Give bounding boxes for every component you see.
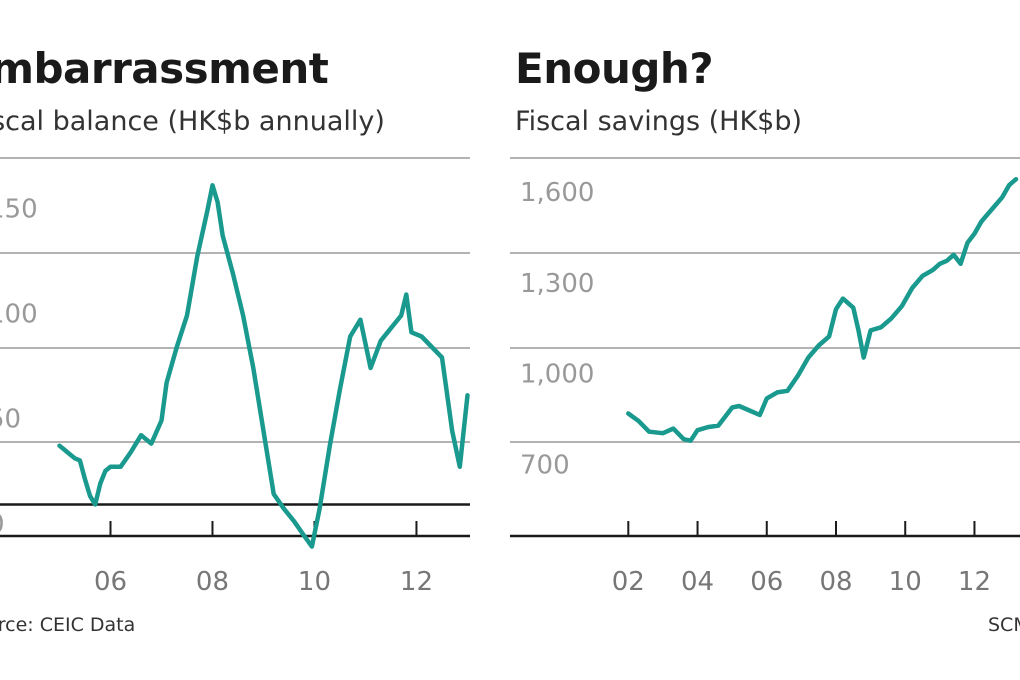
right-xtick-label: 02	[612, 567, 645, 597]
right-xtick-label: 04	[681, 567, 714, 597]
left-ytick-label: 150	[0, 195, 38, 225]
right-chart-title: Enough?	[515, 44, 714, 93]
right-xtick-label: 08	[819, 567, 852, 597]
right-xtick-label: 10	[889, 567, 922, 597]
left-chart-title: Embarrassment	[0, 44, 329, 93]
left-chart-subtitle: Fiscal balance (HK$b annually)	[0, 106, 385, 137]
right-ytick-label: 1,000	[520, 360, 594, 390]
right-chart-source: SCMP	[988, 614, 1020, 636]
right-ytick-label: 1,300	[520, 269, 594, 299]
left-xtick-label: 10	[298, 567, 331, 597]
left-xtick-label: 12	[400, 567, 433, 597]
left-ytick-label: 50	[0, 405, 21, 435]
left-ytick-label: 0	[0, 510, 5, 540]
left-chart: 0 50 100 150 06 08 10 12	[0, 157, 470, 597]
left-ytick-label: 100	[0, 300, 38, 330]
left-series-line	[57, 183, 470, 549]
left-xtick-label: 06	[94, 567, 127, 597]
right-ytick-label: 1,600	[520, 178, 594, 208]
right-xtick-label: 12	[958, 567, 991, 597]
right-xtick-label: 06	[750, 567, 783, 597]
left-chart-source: Source: CEIC Data	[0, 614, 136, 636]
left-xtick-label: 08	[196, 567, 229, 597]
right-ytick-label: 700	[520, 450, 570, 480]
right-chart: 700 1,000 1,300 1,600 02 04 06 08 10 12	[510, 157, 1020, 597]
right-series-line	[626, 176, 1019, 443]
right-chart-subtitle: Fiscal savings (HK$b)	[515, 106, 802, 137]
